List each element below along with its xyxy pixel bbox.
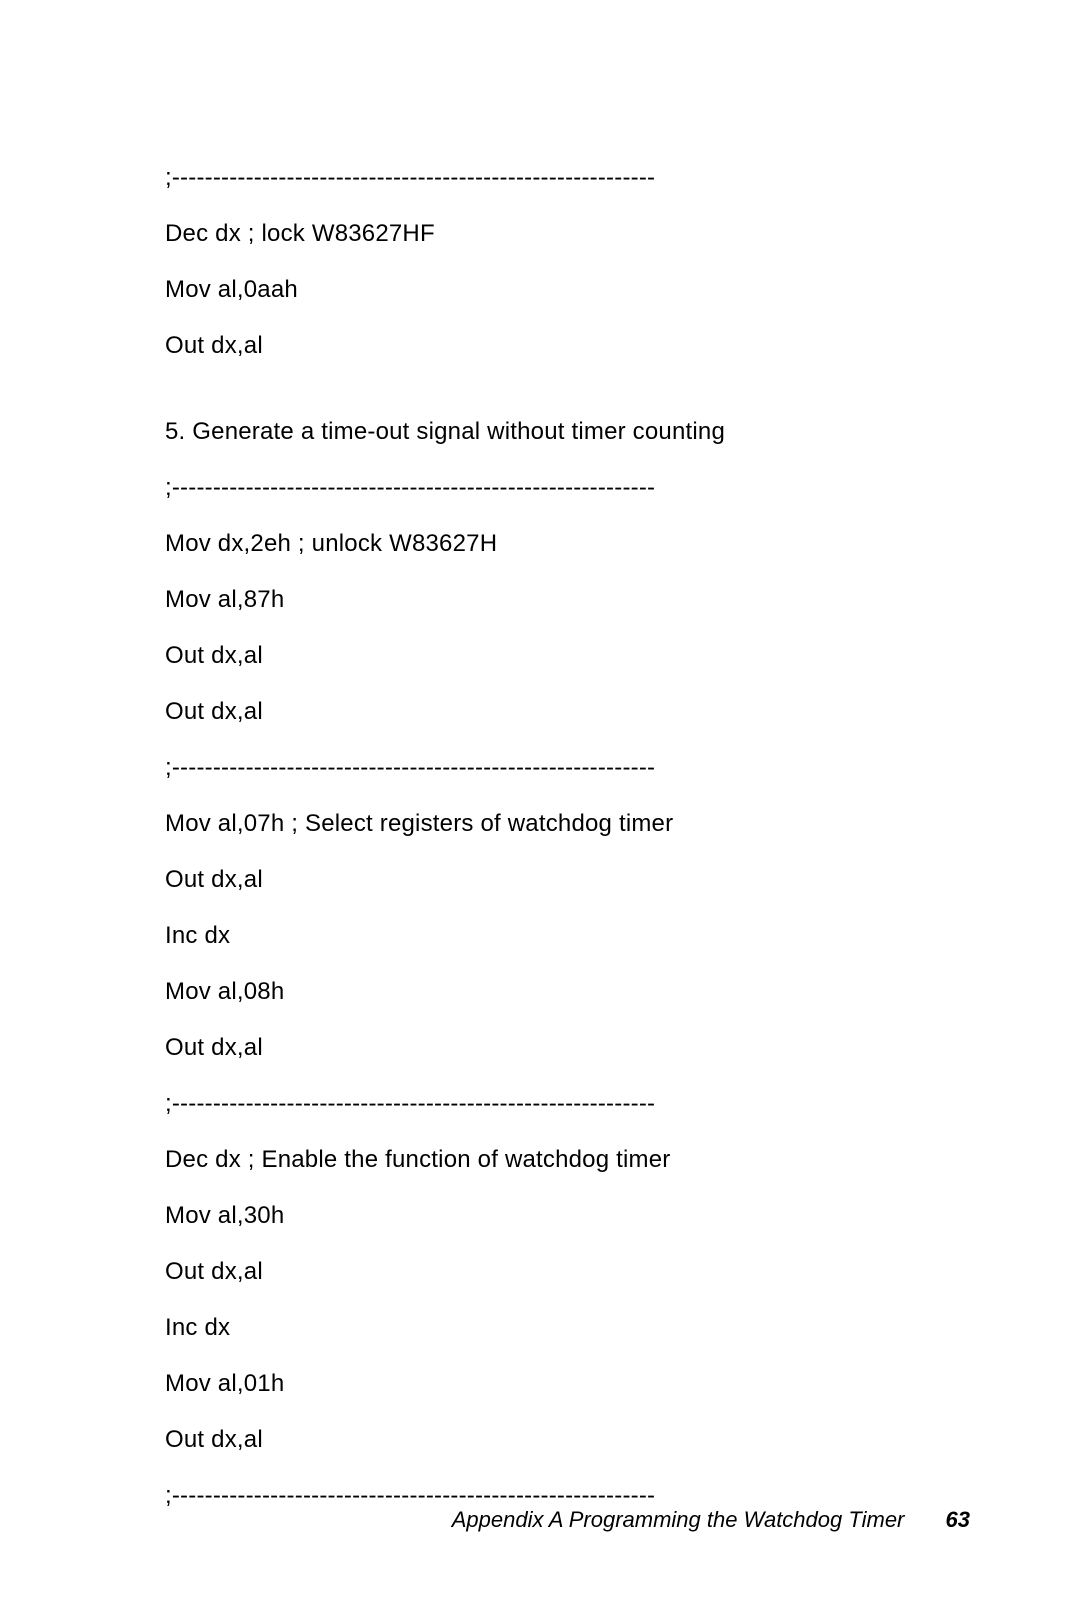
separator-line: ;---------------------------------------…	[165, 470, 915, 506]
code-line: Inc dx	[165, 918, 915, 954]
code-line: Mov al,07h ; Select registers of watchdo…	[165, 806, 915, 842]
section-heading: 5. Generate a time-out signal without ti…	[165, 414, 915, 450]
code-line: Out dx,al	[165, 862, 915, 898]
code-line: Mov al,87h	[165, 582, 915, 618]
code-line: Mov al,30h	[165, 1198, 915, 1234]
code-line: Dec dx ; lock W83627HF	[165, 216, 915, 252]
code-line: Mov al,0aah	[165, 272, 915, 308]
code-line: Out dx,al	[165, 694, 915, 730]
spacer	[165, 384, 915, 414]
code-line: Inc dx	[165, 1310, 915, 1346]
code-line: Out dx,al	[165, 328, 915, 364]
code-line: Mov al,01h	[165, 1366, 915, 1402]
code-line: Dec dx ; Enable the function of watchdog…	[165, 1142, 915, 1178]
separator-line: ;---------------------------------------…	[165, 1086, 915, 1122]
code-content: ;---------------------------------------…	[165, 160, 915, 1534]
code-line: Out dx,al	[165, 1030, 915, 1066]
separator-line: ;---------------------------------------…	[165, 750, 915, 786]
footer-title: Appendix A Programming the Watchdog Time…	[452, 1507, 905, 1532]
code-line: Mov al,08h	[165, 974, 915, 1010]
code-line: Out dx,al	[165, 1254, 915, 1290]
page-number: 63	[946, 1507, 970, 1532]
separator-line: ;---------------------------------------…	[165, 160, 915, 196]
code-line: Out dx,al	[165, 638, 915, 674]
page-footer: Appendix A Programming the Watchdog Time…	[452, 1507, 970, 1533]
code-line: Mov dx,2eh ; unlock W83627H	[165, 526, 915, 562]
code-line: Out dx,al	[165, 1422, 915, 1458]
